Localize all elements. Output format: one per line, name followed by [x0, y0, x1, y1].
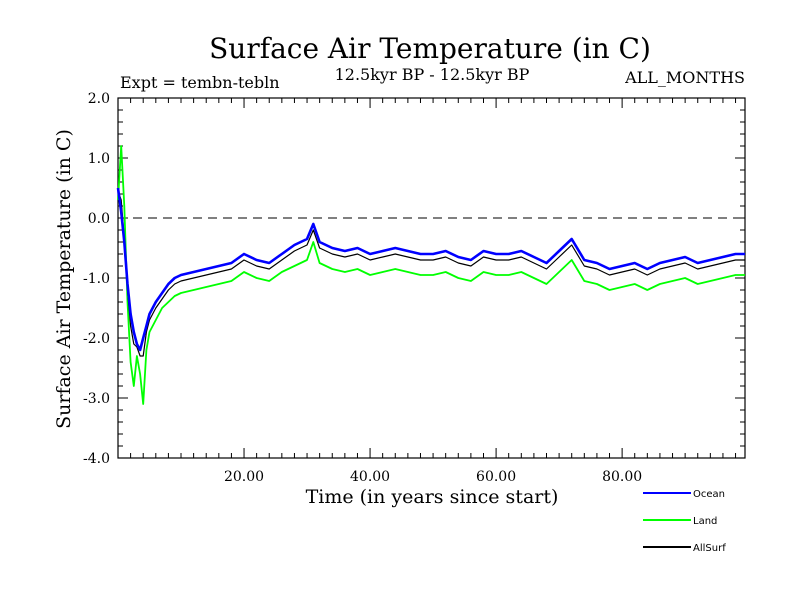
axis-ticks	[117, 97, 745, 459]
series-line-allsurf	[117, 190, 745, 357]
y-tick-label: 2.0	[88, 91, 110, 107]
y-axis-label: Surface Air Temperature (in C)	[53, 129, 75, 429]
x-tick-label: 80.00	[602, 469, 642, 485]
series-line-ocean	[116, 187, 745, 352]
series-line-land	[117, 145, 745, 405]
x-tick-label: 20.00	[224, 469, 264, 485]
legend: Ocean Land AllSurf	[643, 489, 726, 554]
y-tick-label: 1.0	[88, 151, 110, 167]
chart-subtitle: 12.5kyr BP - 12.5kyr BP	[335, 65, 530, 84]
y-tick-label: -1.0	[83, 271, 110, 287]
x-tick-label: 60.00	[476, 469, 516, 485]
legend-label-allsurf: AllSurf	[693, 543, 726, 554]
y-tick-label: -3.0	[83, 391, 110, 407]
y-tick-label: 0.0	[88, 211, 110, 227]
chart-experiment-label: Expt = tembn-tebln	[120, 73, 280, 92]
x-axis-label: Time (in years since start)	[306, 486, 559, 508]
legend-label-ocean: Ocean	[693, 489, 725, 500]
series-layer	[116, 145, 745, 405]
plot-frame	[117, 97, 746, 459]
chart-months-label: ALL_MONTHS	[624, 68, 745, 87]
y-tick-label: -4.0	[83, 451, 110, 467]
y-tick-label: -2.0	[83, 331, 110, 347]
plot-area	[117, 97, 746, 459]
axis-tick-labels: 20.00 40.00 60.00 80.00 2.0 1.0 0.0 -1.0 -2.0 -3.…	[83, 91, 642, 485]
legend-label-land: Land	[693, 516, 717, 527]
chart-title: Surface Air Temperature (in C)	[209, 32, 651, 65]
x-tick-label: 40.00	[350, 469, 390, 485]
